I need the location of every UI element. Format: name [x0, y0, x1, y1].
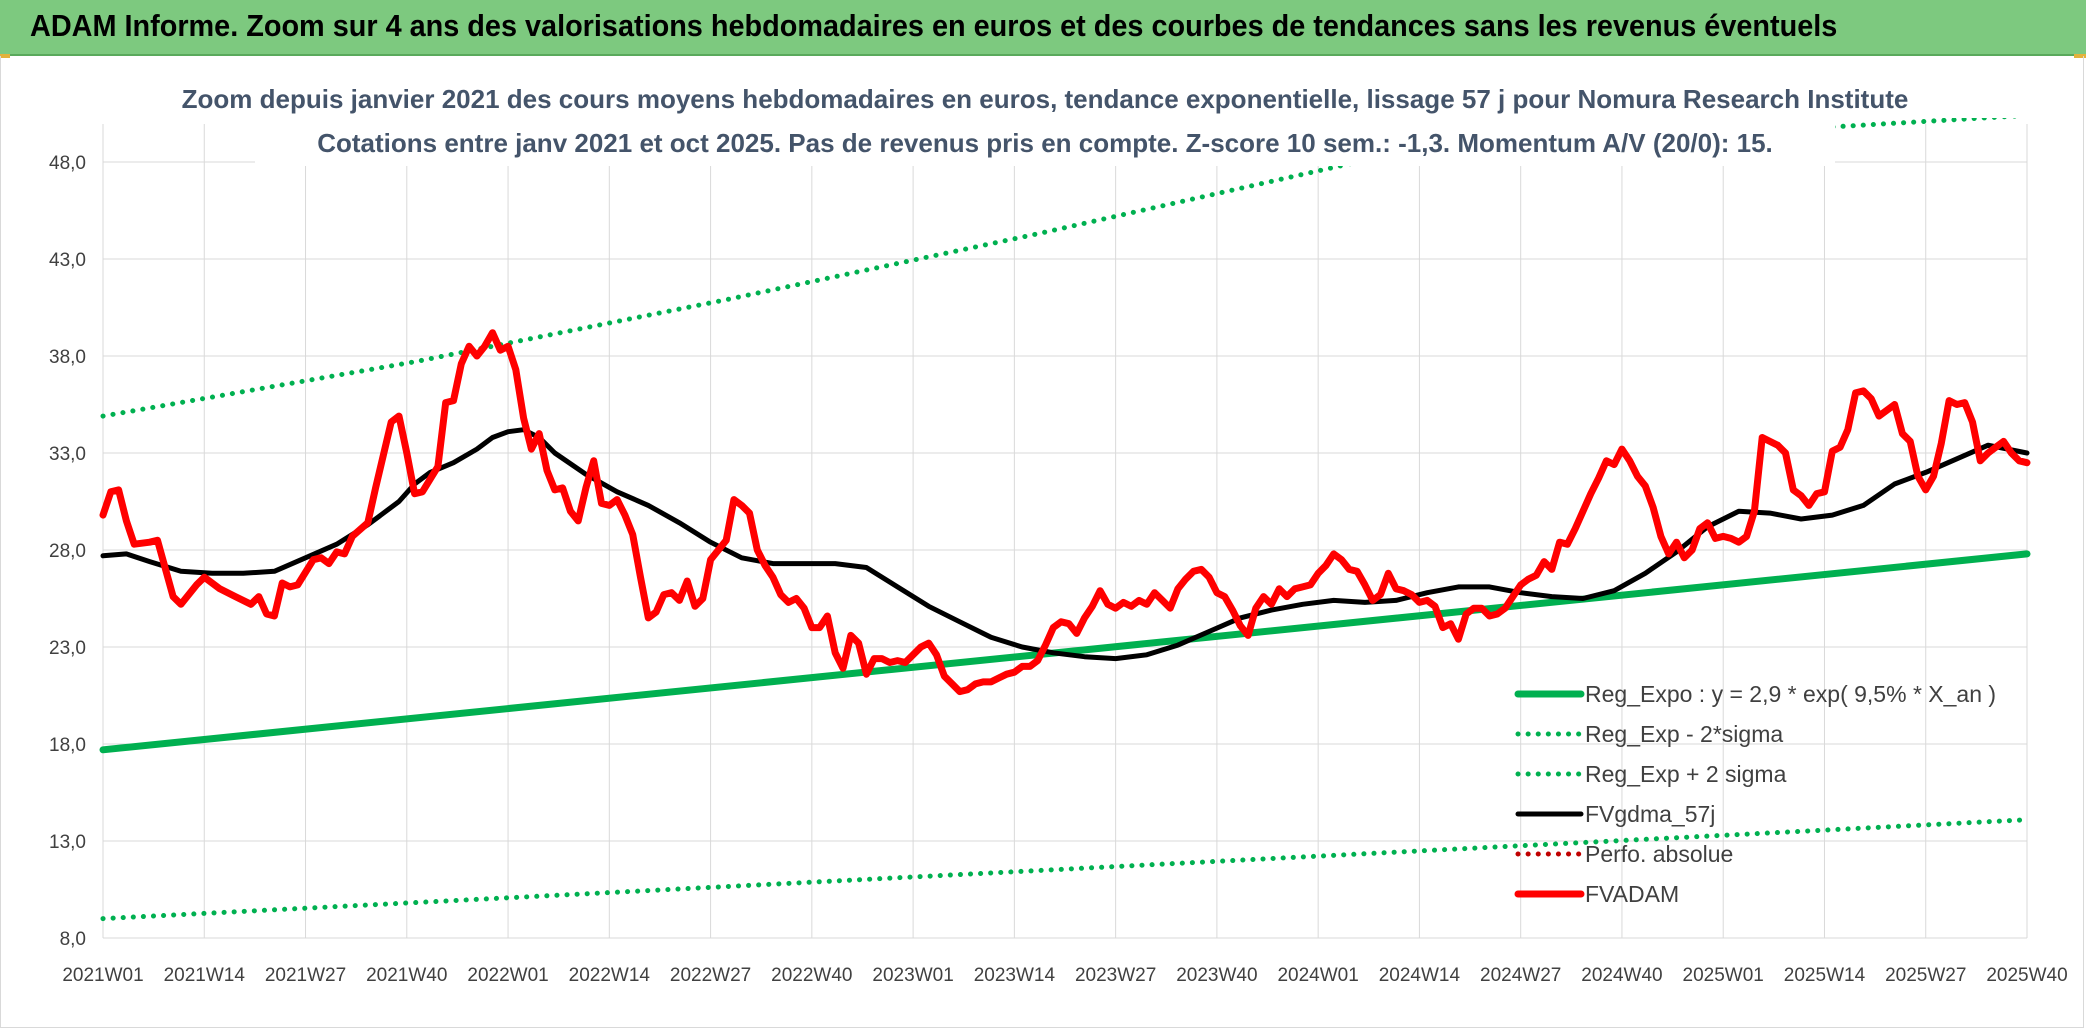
y-tick-label: 43,0	[49, 250, 86, 271]
x-tick-label: 2024W01	[1277, 965, 1358, 986]
legend-label: Perfo. absolue	[1585, 841, 1733, 867]
chart-subtitle: Cotations entre janv 2021 et oct 2025. P…	[317, 128, 1773, 158]
x-tick-label: 2021W27	[265, 965, 346, 986]
x-tick-label: 2021W40	[366, 965, 447, 986]
x-tick-label: 2024W40	[1581, 965, 1662, 986]
x-tick-label: 2025W01	[1683, 965, 1764, 986]
legend-label: FVADAM	[1585, 881, 1679, 907]
chart-title: Zoom depuis janvier 2021 des cours moyen…	[182, 84, 1909, 114]
chart-series	[99, 118, 2031, 922]
x-tick-label: 2021W14	[164, 965, 246, 986]
banner-accent-left	[0, 54, 10, 58]
y-tick-label: 28,0	[49, 541, 86, 562]
y-tick-label: 33,0	[49, 444, 86, 465]
legend-label: Reg_Exp + 2 sigma	[1585, 761, 1787, 787]
report-title: ADAM Informe. Zoom sur 4 ans des valoris…	[30, 8, 1838, 43]
chart-legend: Reg_Expo : y = 2,9 * exp( 9,5% * X_an ) R…	[1514, 681, 1996, 907]
x-tick-label: 2023W01	[872, 965, 953, 986]
legend-label: Reg_Exp - 2*sigma	[1585, 721, 1783, 747]
chart-frame	[0, 56, 2084, 1028]
x-tick-label: 2024W27	[1480, 965, 1561, 986]
y-tick-label: 8,0	[60, 929, 86, 950]
y-tick-label: 18,0	[49, 735, 86, 756]
x-axis-ticks: 2021W01 2021W14 2021W27 2021W40 2022W01 2022W…	[62, 965, 2067, 986]
y-tick-label: 23,0	[49, 638, 86, 659]
banner-accent-right	[2074, 54, 2086, 58]
x-tick-label: 2022W14	[569, 965, 651, 986]
x-tick-label: 2023W40	[1176, 965, 1257, 986]
x-tick-label: 2023W14	[974, 965, 1056, 986]
chart-title-background	[255, 76, 1835, 166]
y-tick-label: 48,0	[49, 153, 86, 174]
series-line-2	[100, 817, 2030, 922]
x-tick-label: 2022W01	[467, 965, 548, 986]
x-tick-label: 2025W27	[1885, 965, 1966, 986]
y-tick-label: 38,0	[49, 347, 86, 368]
y-tick-label: 13,0	[49, 832, 86, 853]
legend-label: FVgdma_57j	[1585, 801, 1715, 827]
x-tick-label: 2022W40	[771, 965, 852, 986]
legend-label: Reg_Expo : y = 2,9 * exp( 9,5% * X_an )	[1585, 681, 1996, 707]
series-line-6	[99, 329, 2031, 696]
x-tick-label: 2022W27	[670, 965, 751, 986]
y-axis-ticks: 8,0 13,0 18,0 23,0 28,0 33,0 38,0 43,0 48,0	[49, 153, 86, 950]
x-tick-label: 2025W40	[1986, 965, 2067, 986]
report-banner: ADAM Informe. Zoom sur 4 ans des valoris…	[0, 0, 2086, 56]
chart-gridlines	[102, 124, 2028, 939]
x-tick-label: 2021W01	[62, 965, 143, 986]
x-tick-label: 2025W14	[1784, 965, 1866, 986]
x-tick-label: 2023W27	[1075, 965, 1156, 986]
x-tick-label: 2024W14	[1379, 965, 1461, 986]
